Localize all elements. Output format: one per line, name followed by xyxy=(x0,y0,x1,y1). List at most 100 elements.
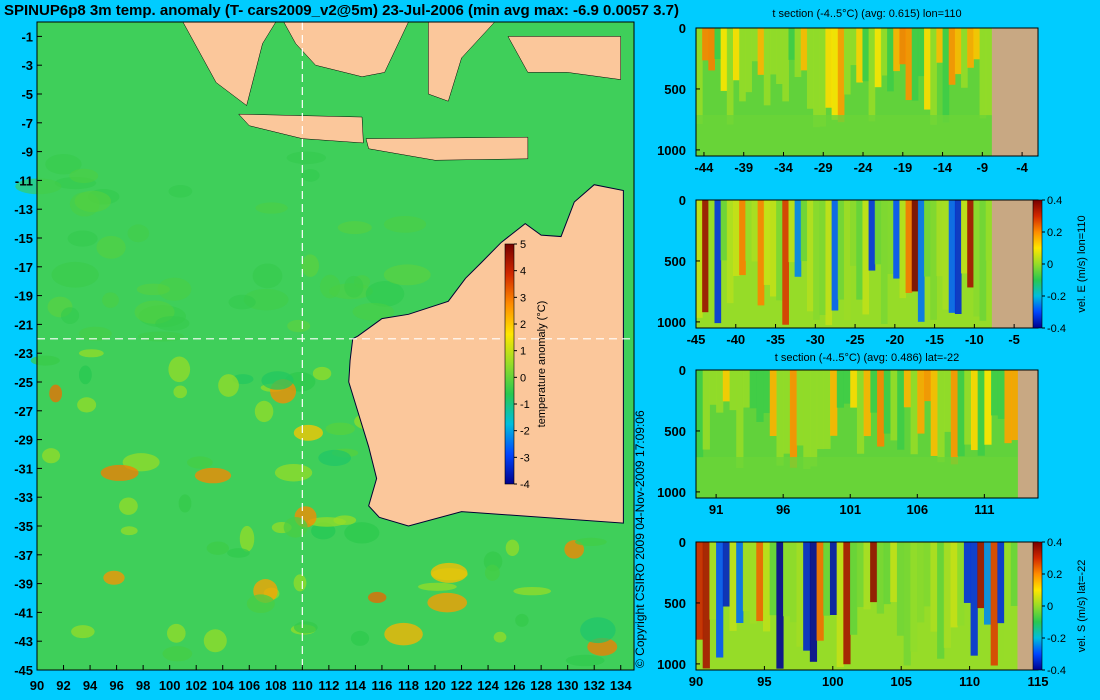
colorbar-velocity xyxy=(1032,541,1043,671)
x-tick-label: 110 xyxy=(292,678,313,693)
eddy xyxy=(15,178,62,195)
x-tick-label: -9 xyxy=(977,160,989,175)
eddy xyxy=(580,617,616,644)
section-cell xyxy=(883,542,891,605)
eddy xyxy=(350,630,370,646)
colorbar-label: vel. E (m/s) lon=110 xyxy=(1076,215,1088,312)
section-cell xyxy=(726,200,734,304)
chart-title: SPINUP6p8 3m temp. anomaly (T- cars2009_… xyxy=(4,2,679,19)
section-cell xyxy=(813,200,820,320)
colorbar-label: temperature anomaly (°C) xyxy=(536,301,548,428)
eddy xyxy=(42,448,61,464)
colorbar-tick-label: 1 xyxy=(520,346,526,358)
x-tick-label: 95 xyxy=(757,674,771,689)
section-cell xyxy=(810,370,818,467)
y-tick-label: -5 xyxy=(21,87,33,102)
y-tick-label: -9 xyxy=(21,145,33,160)
section-plots: t section (-4..5°C) (avg: 0.615) lon=110… xyxy=(657,8,1088,689)
eddy xyxy=(287,319,311,333)
section-cell xyxy=(887,28,894,92)
section-cell xyxy=(896,542,905,636)
x-tick-label: 122 xyxy=(451,678,473,693)
eddy xyxy=(344,275,364,298)
y-tick-label: -19 xyxy=(14,289,33,304)
eddy xyxy=(77,397,97,413)
section-cell xyxy=(837,200,845,300)
eddy xyxy=(155,316,190,331)
section-cell xyxy=(930,370,938,456)
section-cell xyxy=(769,200,777,297)
x-tick-label: 114 xyxy=(345,678,367,693)
section-cell xyxy=(763,200,771,285)
section-cell xyxy=(868,28,876,122)
section-cell xyxy=(1011,370,1019,441)
section-cell xyxy=(732,200,740,276)
x-tick-label: 91 xyxy=(709,502,723,517)
section-cell xyxy=(924,200,931,277)
y-tick-label: 1000 xyxy=(657,485,686,500)
y-tick-label: -39 xyxy=(14,577,33,592)
y-tick-label: -37 xyxy=(14,548,33,563)
x-tick-label: -25 xyxy=(846,332,865,347)
section-cell xyxy=(874,28,882,88)
section-cell xyxy=(911,200,919,292)
eddy xyxy=(384,622,423,646)
section-cell xyxy=(862,28,870,82)
eddy xyxy=(515,613,529,627)
section-cell xyxy=(903,370,912,408)
section-cell xyxy=(806,28,814,109)
section-cell xyxy=(863,370,871,437)
section-cell xyxy=(905,200,913,293)
eddy xyxy=(344,522,380,544)
section-cell xyxy=(783,542,791,617)
eddy xyxy=(173,385,188,399)
eddy xyxy=(484,564,500,581)
section-cell xyxy=(729,542,737,631)
eddy xyxy=(69,168,99,184)
section-cell xyxy=(977,370,985,456)
section-cell xyxy=(696,370,704,458)
eddy xyxy=(274,463,313,482)
x-tick-label: 110 xyxy=(959,674,980,689)
section-cell xyxy=(899,200,907,299)
x-tick-label: 115 xyxy=(1028,674,1049,689)
y-tick-label: -45 xyxy=(14,663,33,678)
x-tick-label: 128 xyxy=(530,678,552,693)
y-tick-label: -41 xyxy=(14,605,33,620)
eddy xyxy=(51,261,99,288)
y-tick-label: -7 xyxy=(21,116,33,131)
eddy xyxy=(74,190,112,213)
eddy xyxy=(162,646,193,662)
eddy xyxy=(318,449,352,467)
y-tick-label: 500 xyxy=(664,82,686,97)
section-cell xyxy=(720,200,728,261)
eddy xyxy=(127,224,150,243)
section-cell xyxy=(990,542,998,666)
section-cell xyxy=(729,370,737,411)
y-tick-label: 1000 xyxy=(657,143,686,158)
x-tick-label: -15 xyxy=(925,332,944,347)
section-cell xyxy=(756,370,764,422)
x-tick-label: -35 xyxy=(766,332,785,347)
eddy xyxy=(218,374,239,397)
x-tick-label: 116 xyxy=(371,678,392,693)
eddy xyxy=(71,625,95,639)
x-tick-label: 132 xyxy=(583,678,605,693)
colorbar-tick-label: -0.4 xyxy=(1047,323,1066,335)
colorbar-tick-label: 0 xyxy=(520,372,526,384)
section-cell xyxy=(910,370,918,455)
eddy xyxy=(168,185,193,198)
section-cell xyxy=(708,200,715,328)
eddy xyxy=(228,294,256,310)
section-cell xyxy=(819,200,826,316)
eddy xyxy=(261,371,294,390)
eddy xyxy=(60,307,80,324)
eddy xyxy=(307,517,347,527)
section-cell xyxy=(702,28,709,61)
section-cell xyxy=(709,542,717,620)
section-cell xyxy=(850,200,857,266)
section-cell xyxy=(856,370,865,454)
x-tick-label: 92 xyxy=(56,678,70,693)
section-cell xyxy=(825,200,833,326)
land-australia xyxy=(348,184,624,527)
